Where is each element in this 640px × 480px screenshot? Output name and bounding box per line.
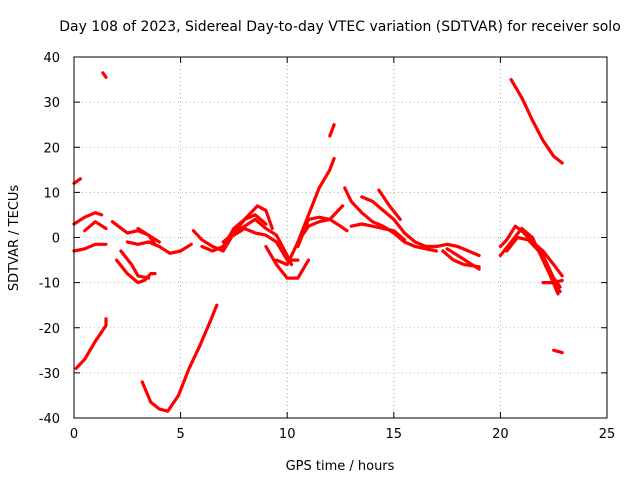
series-arc-24	[360, 195, 438, 249]
series-arc-9	[114, 258, 146, 285]
y-tick-label: 30	[43, 96, 60, 111]
series-arc-5	[140, 303, 219, 413]
series-arc-14	[136, 226, 161, 244]
series-arc-2	[101, 71, 108, 79]
y-tick-label: -30	[39, 367, 60, 382]
series-arc-22	[296, 204, 345, 244]
y-tick-label: -40	[39, 412, 60, 427]
series-arc-11	[119, 249, 151, 280]
x-tick-label: 15	[386, 427, 403, 442]
y-tick-label: 0	[52, 232, 60, 247]
series-arc-1	[72, 177, 83, 185]
y-tick-label: 20	[43, 141, 60, 156]
x-tick-label: 20	[492, 427, 509, 442]
x-tick-label: 25	[599, 427, 616, 442]
series-arc-34	[541, 278, 564, 285]
ticks	[73, 56, 608, 419]
series-arc-36	[552, 348, 564, 355]
series-arc-27	[424, 242, 481, 258]
series-arc-6	[72, 211, 104, 226]
series-arc-20	[264, 244, 311, 280]
series-arc-32	[505, 235, 560, 296]
y-tick-label: -10	[39, 277, 60, 292]
x-tick-label: 10	[279, 427, 296, 442]
series-arc-8	[83, 220, 108, 233]
series-arc-3	[328, 123, 336, 138]
series-arc-12	[125, 240, 193, 255]
tick-labels: 0 5 10 15 20 25 -40 -30 -20 -10 0 10 20 30 40	[39, 51, 616, 442]
y-tick-label: 10	[43, 186, 60, 201]
series-arc-35	[509, 77, 564, 165]
series-arc-30	[498, 224, 564, 278]
series-arc-17	[221, 217, 294, 267]
series-arc-23	[343, 186, 438, 253]
series-arc-19	[274, 156, 336, 267]
series-arc-7	[72, 242, 108, 253]
y-axis-label: SDTVAR / TECUs	[7, 185, 22, 292]
series-arc-16	[200, 213, 268, 253]
x-tick-label: 5	[176, 427, 184, 442]
series-arc-13	[142, 272, 157, 282]
series-arc-4	[74, 317, 108, 370]
chart-title: Day 108 of 2023, Sidereal Day-to-day VTE…	[59, 19, 621, 35]
series-arc-29	[441, 249, 481, 269]
y-tick-label: -20	[39, 322, 60, 337]
y-tick-label: 40	[43, 51, 60, 66]
series-group	[72, 71, 564, 413]
series-arc-26	[349, 222, 407, 242]
x-tick-label: 0	[70, 427, 78, 442]
series-arc-25	[377, 188, 402, 221]
series-arc-18	[232, 226, 300, 262]
x-axis-label: GPS time / hours	[286, 459, 395, 474]
series-arc-21	[296, 215, 349, 249]
